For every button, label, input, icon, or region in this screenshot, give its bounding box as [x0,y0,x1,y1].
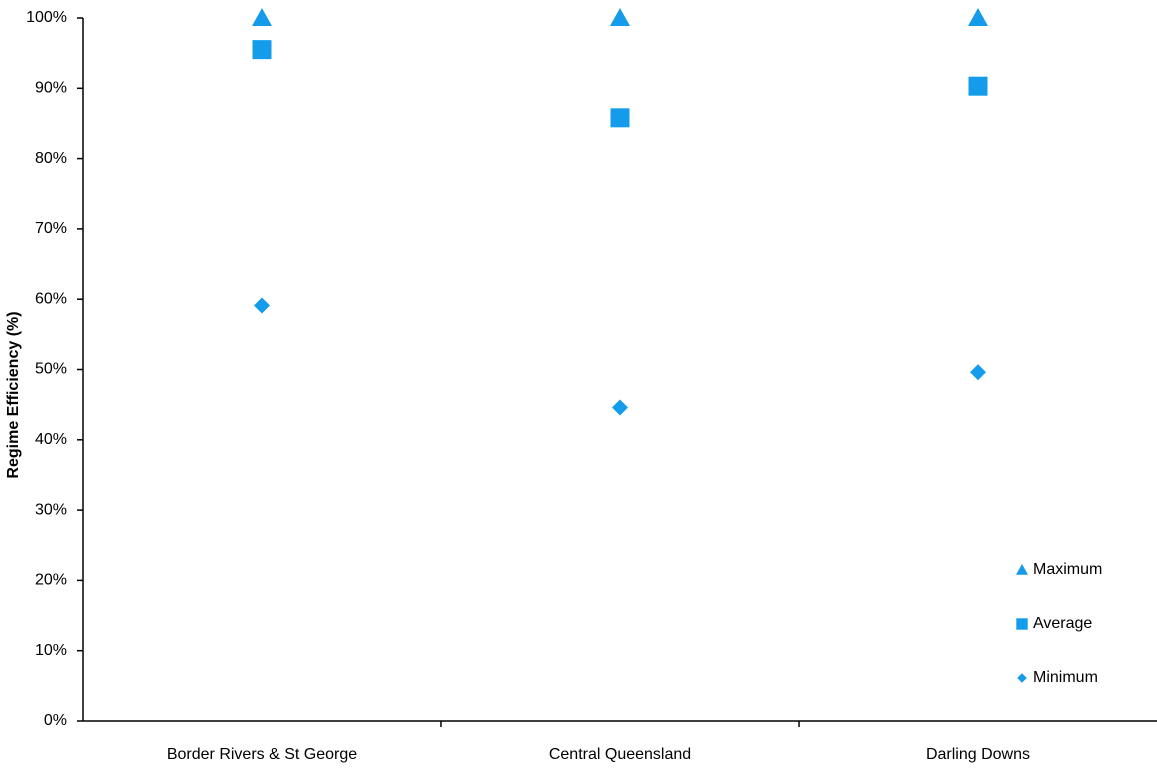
marker-triangle [252,8,272,26]
marker-diamond [612,399,628,416]
x-tick-label: Central Queensland [549,746,691,763]
y-tick-label: 100% [26,9,67,26]
marker-diamond [254,297,270,314]
legend-label: Minimum [1033,669,1098,686]
marker-square [968,76,988,96]
y-tick-label: 0% [44,712,67,729]
legend-marker [1016,618,1028,630]
y-tick-label: 10% [35,642,67,659]
y-axis-label: Regime Efficiency (%) [5,311,22,478]
y-tick-label: 90% [35,80,67,97]
y-tick-label: 20% [35,572,67,589]
marker-diamond [970,364,986,381]
y-tick-label: 50% [35,361,67,378]
marker-triangle [610,8,630,26]
legend-marker [1016,564,1028,575]
y-tick-label: 30% [35,501,67,518]
y-tick-label: 80% [35,150,67,167]
legend-label: Maximum [1033,561,1102,578]
x-tick-label: Darling Downs [926,746,1030,763]
legend-label: Average [1033,615,1092,632]
y-tick-label: 70% [35,220,67,237]
marker-square [610,108,630,128]
y-tick-label: 40% [35,431,67,448]
legend-marker [1017,673,1027,683]
y-tick-label: 60% [35,290,67,307]
marker-square [252,40,272,60]
marker-triangle [968,8,988,26]
x-tick-label: Border Rivers & St George [167,746,357,763]
